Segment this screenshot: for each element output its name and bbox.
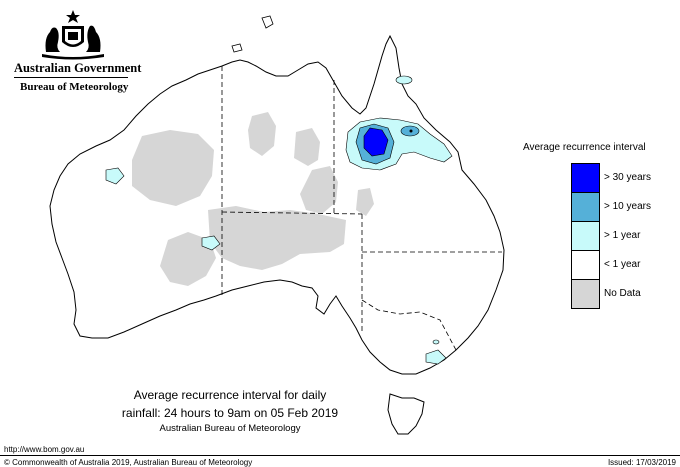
recurrence-area-gt-1-year: [432, 339, 440, 345]
island: [231, 43, 243, 53]
legend-swatch-gt-30-years: > 30 years: [571, 163, 651, 192]
legend-swatch-lt-1-year: < 1 year: [571, 250, 640, 279]
legend-label: > 30 years: [604, 172, 651, 183]
tasmania-outline: [387, 393, 425, 435]
legend-title: Average recurrence interval: [523, 142, 646, 153]
state-borders: [221, 66, 502, 351]
legend-label: < 1 year: [604, 259, 641, 270]
legend-label: No Data: [604, 288, 641, 299]
recurrence-area-gt-1-year: [201, 235, 221, 251]
map-caption-line-3: Australian Bureau of Meteorology: [159, 423, 301, 434]
legend-swatch-gt-1-year: > 1 year: [571, 221, 640, 250]
legend: > 30 years > 10 years > 1 year < 1 year …: [571, 163, 651, 309]
recurrence-area-gt-1-year: [425, 349, 447, 365]
map-caption-line-1: Average recurrence interval for daily: [133, 388, 327, 402]
map-caption-line-2: rainfall: 24 hours to 9am on 05 Feb 2019: [121, 406, 339, 420]
legend-label: > 1 year: [604, 230, 641, 241]
no-data-areas: [132, 112, 374, 286]
bureau-title: Bureau of Meteorology: [20, 81, 129, 93]
island: [261, 15, 274, 29]
coat-of-arms-icon: [42, 10, 104, 60]
mainland-outline: [49, 34, 505, 375]
legend-swatch-gt-10-years: > 10 years: [571, 192, 651, 221]
copyright-notice: © Commonwealth of Australia 2019, Austra…: [4, 458, 253, 467]
footer-divider: [0, 455, 680, 456]
header-divider: [14, 77, 128, 78]
issued-date: Issued: 17/03/2019: [607, 458, 676, 467]
government-title: Australian Government: [14, 61, 142, 75]
website-link[interactable]: http://www.bom.gov.au: [4, 445, 85, 454]
legend-label: > 10 years: [604, 201, 651, 212]
legend-swatch-no-data: No Data: [571, 279, 641, 309]
recurrence-area-gt-1-year: [105, 167, 125, 185]
recurrence-area-gt-30-years: [363, 127, 389, 157]
recurrence-area-gt-1-year: [395, 75, 413, 85]
